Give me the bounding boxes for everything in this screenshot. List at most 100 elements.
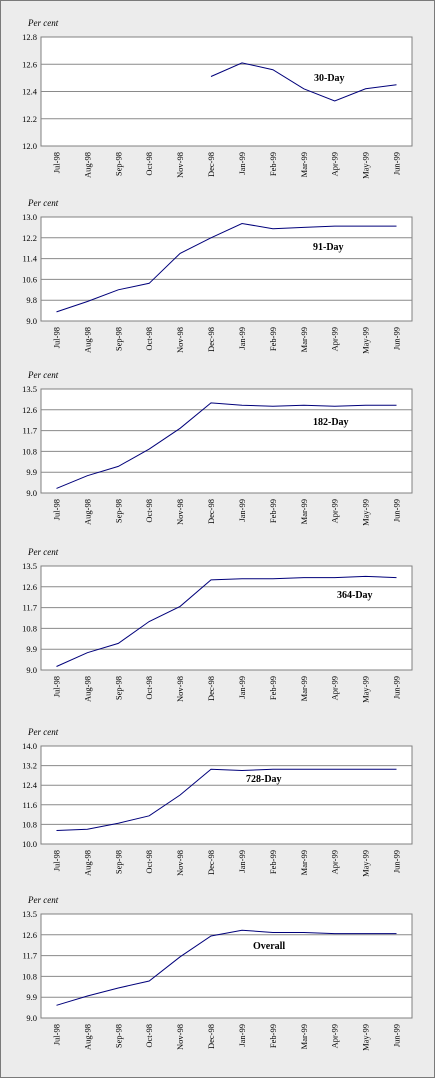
plot-area <box>40 216 413 322</box>
x-tick-label: Jul-98 <box>51 850 61 871</box>
y-tick-label: 9.0 <box>26 488 37 498</box>
x-tick-label: Apr-99 <box>330 499 340 523</box>
x-tick-label: Apr-99 <box>330 676 340 700</box>
x-tick-label: Nov-98 <box>175 676 185 702</box>
x-tick-label: Oct-98 <box>144 152 154 176</box>
x-tick-label: Mar-99 <box>299 327 309 352</box>
x-tick-label: Jul-98 <box>51 499 61 520</box>
x-tick-label: Aug-98 <box>82 327 92 353</box>
x-tick-label: Apr-99 <box>330 327 340 351</box>
unit-label: Per cent <box>27 547 59 557</box>
y-tick-label: 9.0 <box>26 665 37 675</box>
series-annotation: 30-Day <box>314 73 345 84</box>
x-tick-label: Mar-99 <box>299 152 309 177</box>
x-tick-label: Dec-98 <box>206 499 216 524</box>
x-tick-label: Jul-98 <box>51 676 61 697</box>
x-tick-label: Aug-98 <box>82 152 92 178</box>
y-tick-label: 11.4 <box>22 254 37 264</box>
y-tick-label: 12.4 <box>22 87 38 97</box>
series-line <box>56 929 397 1006</box>
x-tick-label: Oct-98 <box>144 676 154 700</box>
y-tick-label: 13.5 <box>22 561 37 571</box>
x-tick-label: Feb-99 <box>268 676 278 700</box>
plot-area <box>40 565 413 671</box>
x-tick-label: Aug-98 <box>82 499 92 525</box>
x-tick-label: May-99 <box>361 676 371 703</box>
y-tick-label: 13.2 <box>22 761 37 771</box>
y-tick-label: 12.0 <box>22 141 37 151</box>
series-annotation: 728-Day <box>246 774 282 785</box>
x-tick-label: Nov-98 <box>175 499 185 525</box>
unit-label: Per cent <box>27 727 59 737</box>
x-tick-label: Jan-99 <box>237 676 247 699</box>
x-tick-label: Apr-99 <box>330 850 340 874</box>
unit-label: Per cent <box>27 895 59 905</box>
series-line <box>56 768 397 831</box>
series-line <box>56 222 397 313</box>
x-tick-label: Feb-99 <box>268 152 278 176</box>
x-tick-label: Oct-98 <box>144 327 154 351</box>
series-annotation: 91-Day <box>313 242 344 253</box>
y-tick-label: 9.9 <box>26 644 37 654</box>
x-tick-label: Jun-99 <box>392 676 402 699</box>
x-tick-label: Aug-98 <box>82 850 92 876</box>
plot-area <box>40 913 413 1019</box>
unit-label: Per cent <box>27 18 59 28</box>
y-tick-label: 12.6 <box>22 930 37 940</box>
series-annotation: Overall <box>253 941 285 952</box>
y-tick-label: 11.7 <box>22 951 37 961</box>
x-tick-label: Jan-99 <box>237 499 247 522</box>
unit-label: Per cent <box>27 198 59 208</box>
x-tick-label: Jul-98 <box>51 327 61 348</box>
y-tick-label: 12.2 <box>22 114 37 124</box>
x-tick-label: Oct-98 <box>144 499 154 523</box>
x-tick-label: Nov-98 <box>175 327 185 353</box>
x-tick-label: Jun-99 <box>392 499 402 522</box>
x-tick-label: Jun-99 <box>392 152 402 175</box>
y-tick-label: 11.6 <box>22 800 37 810</box>
x-tick-label: Feb-99 <box>268 499 278 523</box>
x-tick-label: Feb-99 <box>268 327 278 351</box>
y-tick-label: 9.9 <box>26 992 37 1002</box>
x-tick-label: Jan-99 <box>237 850 247 873</box>
x-tick-label: Apr-99 <box>330 152 340 176</box>
x-tick-label: Jan-99 <box>237 1024 247 1047</box>
y-tick-label: 9.9 <box>26 467 37 477</box>
plot-area <box>40 388 413 494</box>
x-tick-label: Jun-99 <box>392 327 402 350</box>
x-tick-label: Dec-98 <box>206 850 216 875</box>
series-annotation: 182-Day <box>313 417 349 428</box>
y-tick-label: 9.8 <box>26 295 37 305</box>
x-tick-label: Feb-99 <box>268 850 278 874</box>
y-tick-label: 10.6 <box>22 274 37 284</box>
y-tick-label: 10.8 <box>22 971 37 981</box>
y-tick-label: 10.0 <box>22 839 37 849</box>
x-tick-label: Mar-99 <box>299 676 309 701</box>
x-tick-label: Mar-99 <box>299 850 309 875</box>
y-tick-label: 11.7 <box>22 603 37 613</box>
unit-label: Per cent <box>27 370 59 380</box>
x-tick-label: Sep-98 <box>113 499 123 523</box>
y-tick-label: 13.0 <box>22 212 37 222</box>
x-tick-label: Sep-98 <box>113 676 123 700</box>
x-tick-label: Dec-98 <box>206 1024 216 1049</box>
series-line <box>56 575 397 667</box>
y-tick-label: 14.0 <box>22 741 37 751</box>
x-tick-label: Oct-98 <box>144 850 154 874</box>
x-tick-label: Sep-98 <box>113 152 123 176</box>
x-tick-label: Aug-98 <box>82 676 92 702</box>
x-tick-label: May-99 <box>361 850 371 877</box>
y-tick-label: 10.8 <box>22 446 37 456</box>
y-tick-label: 13.5 <box>22 384 37 394</box>
y-tick-label: 12.6 <box>22 405 37 415</box>
series-annotation: 364-Day <box>337 590 373 601</box>
y-tick-label: 12.6 <box>22 59 37 69</box>
series-line <box>210 62 397 102</box>
plot-area <box>40 745 413 845</box>
y-tick-label: 9.0 <box>26 1013 37 1023</box>
x-tick-label: Jan-99 <box>237 327 247 350</box>
x-tick-label: Aug-98 <box>82 1024 92 1050</box>
x-tick-label: May-99 <box>361 499 371 526</box>
